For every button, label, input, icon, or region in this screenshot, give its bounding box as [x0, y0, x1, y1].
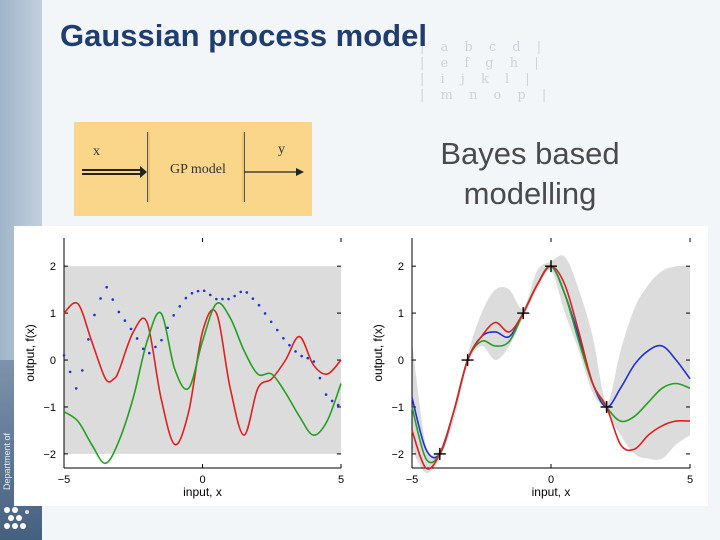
prior-x-tick-label: 0: [199, 474, 205, 486]
prior-series-blue-point: [74, 387, 78, 390]
prior-series-blue-point: [208, 293, 212, 297]
prior-series-blue-point: [178, 305, 182, 308]
prior-series-blue-point: [196, 289, 200, 293]
prior-series-blue-point: [99, 297, 102, 300]
input-arrow-head: [140, 166, 147, 178]
posterior-y-axis-label: output, f(x): [371, 324, 385, 381]
prior-series-blue-point: [233, 294, 236, 298]
gp-model-diagram: x GP model y: [74, 122, 312, 216]
prior-samples-chart: −2 −1 0 1 2 −5 0 5 input, x output, f(x): [23, 238, 344, 499]
prior-series-blue-point: [221, 297, 224, 301]
prior-series-blue-point: [324, 393, 328, 396]
output-label: y: [278, 142, 285, 157]
slide-title: Gaussian process model: [60, 18, 427, 53]
bayes-text: Bayes based modelling: [400, 134, 660, 214]
bayes-line-1: Bayes based: [440, 136, 620, 171]
posterior-y-tick-label: 0: [398, 355, 404, 367]
posterior-x-axis-label: input, x: [532, 485, 571, 499]
bayes-line-2: modelling: [463, 176, 597, 211]
prior-x-tick-label: 5: [338, 474, 344, 486]
prior-series-blue-point: [184, 296, 188, 300]
prior-series-blue-point: [105, 285, 108, 289]
prior-series-blue-point: [245, 291, 249, 294]
prior-series-blue-point: [141, 347, 145, 351]
prior-series-blue-point: [275, 328, 279, 332]
prior-series-blue-point: [68, 370, 72, 374]
prior-series-blue-point: [269, 320, 273, 324]
gp-model-block: [147, 132, 245, 202]
prior-x-axis-label: input, x: [183, 485, 222, 499]
prior-series-blue-point: [215, 297, 218, 301]
prior-series-blue-point: [294, 350, 297, 353]
diagram-arrows: [82, 166, 304, 178]
prior-series-blue-point: [80, 369, 84, 372]
posterior-y-tick-label: 2: [398, 261, 404, 273]
input-label: x: [93, 144, 100, 159]
prior-series-blue-point: [111, 298, 115, 301]
plots-panel: −2 −1 0 1 2 −5 0 5 input, x output, f(x) −2 −1 0 1 2−…: [14, 226, 708, 506]
prior-series-blue-point: [336, 403, 340, 407]
prior-series-blue-point: [148, 351, 151, 355]
posterior-x-tick-label: −5: [406, 474, 419, 486]
posterior-x-tick-label: 0: [548, 474, 554, 486]
matrix-background-decoration: | a b c d | | e f g h | | i j k l | | m …: [420, 40, 553, 103]
prior-y-tick-label: −1: [43, 402, 56, 414]
prior-series-blue-point: [312, 360, 316, 363]
gp-model-label: GP model: [170, 162, 226, 177]
prior-series-blue-point: [330, 399, 334, 403]
prior-series-blue-point: [87, 338, 90, 341]
prior-y-tick-label: 1: [50, 308, 56, 320]
prior-series-blue-point: [251, 297, 255, 300]
prior-series-blue-point: [239, 290, 243, 294]
prior-series-blue-point: [318, 376, 322, 380]
prior-y-tick-label: 2: [50, 261, 56, 273]
posterior-confidence-band: [412, 255, 690, 473]
prior-series-blue-point: [300, 354, 303, 358]
prior-series-blue-point: [117, 310, 121, 314]
prior-x-tick-label: −5: [58, 474, 71, 486]
prior-series-blue-point: [166, 326, 169, 330]
prior-series-blue-point: [62, 354, 66, 357]
posterior-x-tick-label: 5: [687, 474, 693, 486]
prior-series-blue-point: [129, 327, 133, 331]
prior-series-blue-point: [154, 345, 157, 349]
prior-series-blue-point: [135, 337, 139, 340]
prior-series-blue-point: [160, 338, 163, 342]
prior-y-tick-label: −2: [43, 449, 56, 461]
posterior-samples-chart: −2 −1 0 1 2 −5 0 5 input, x output, f(x): [371, 238, 693, 499]
university-logo-icon: [4, 507, 29, 529]
output-arrow-head: [296, 168, 304, 176]
prior-y-axis-label: output, f(x): [23, 324, 37, 381]
prior-series-blue-point: [282, 336, 285, 340]
prior-series-blue-point: [257, 303, 261, 307]
posterior-y-tick-label: 1: [398, 308, 404, 320]
prior-y-tick-label: 0: [50, 355, 56, 367]
prior-confidence-band: [64, 266, 341, 454]
prior-series-blue-point: [227, 297, 230, 301]
prior-series-blue-point: [190, 291, 194, 295]
prior-series-blue-point: [263, 312, 267, 315]
posterior-y-tick-label: −2: [391, 449, 404, 461]
prior-series-blue-point: [172, 314, 175, 317]
prior-series-blue-point: [306, 356, 310, 360]
prior-series-green-line: [63, 302, 342, 465]
prior-series-blue-point: [123, 319, 127, 322]
prior-series-blue-point: [202, 289, 206, 293]
posterior-y-tick-label: −1: [391, 402, 404, 414]
prior-series-blue-point: [93, 313, 96, 317]
prior-series-blue-point: [288, 343, 291, 347]
